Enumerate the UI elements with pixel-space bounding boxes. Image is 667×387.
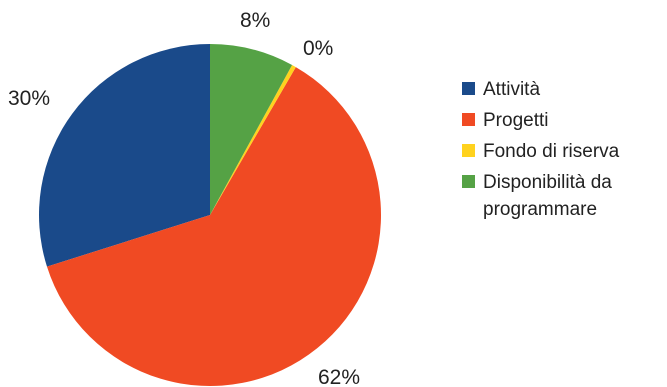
legend-attivita-swatch xyxy=(462,82,475,95)
legend: Attività Progetti Fondo di riserva Disponib… xyxy=(462,79,620,220)
slice-label-progetti: 62% xyxy=(318,366,360,387)
legend-progetti-label: Progetti xyxy=(483,110,548,131)
pie-slices xyxy=(39,44,382,387)
slice-label-attivita: 30% xyxy=(8,87,50,110)
legend-attivita: Attività xyxy=(462,79,540,100)
slice-label-disponibilita-da-programmare: 8% xyxy=(240,9,270,32)
legend-disponibilita-da-programmare-label: programmare xyxy=(483,199,597,220)
legend-disponibilita-da-programmare-label: Disponibilità da xyxy=(483,172,612,193)
slice-attivita xyxy=(39,44,211,267)
legend-progetti-swatch xyxy=(462,113,475,126)
slice-label-fondo-di-riserva: 0% xyxy=(303,37,333,60)
slice-labels: 30% 62% 0% 8% xyxy=(8,9,360,387)
legend-attivita-label: Attività xyxy=(483,79,540,100)
legend-disponibilita-da-programmare-swatch xyxy=(462,175,475,188)
legend-fondo-di-riserva-label: Fondo di riserva xyxy=(483,141,620,162)
legend-disponibilita-da-programmare: Disponibilità da programmare xyxy=(462,172,612,220)
slice-progetti xyxy=(46,67,382,387)
slice-disponibilita-da-programmare xyxy=(210,44,293,215)
legend-fondo-di-riserva: Fondo di riserva xyxy=(462,141,620,162)
legend-fondo-di-riserva-swatch xyxy=(462,144,475,157)
slice-fondo-di-riserva xyxy=(210,64,296,216)
legend-progetti: Progetti xyxy=(462,110,548,131)
